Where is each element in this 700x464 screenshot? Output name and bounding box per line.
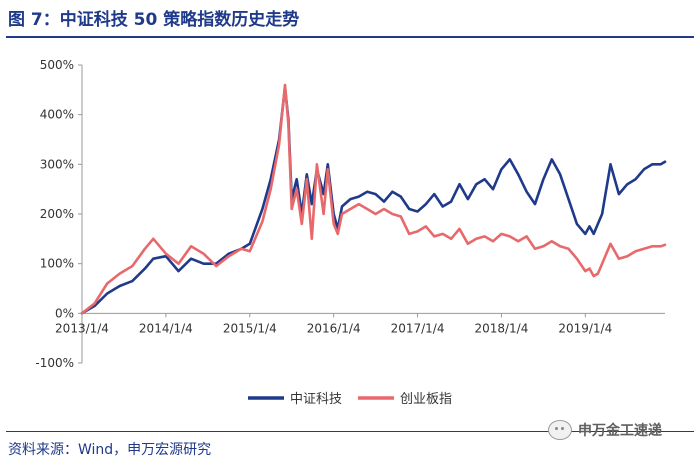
x-tick-label: 2013/1/4: [55, 321, 109, 335]
series-line-1: [80, 86, 667, 315]
footer-divider: [6, 431, 694, 432]
chart-axes: 500% 400% 300% 200% 100% 0% -100% 2013/1/4 2014/…: [35, 58, 665, 370]
y-tick-label: 0%: [55, 306, 74, 320]
watermark: 申万金工速递: [548, 420, 662, 440]
y-tick-label: 500%: [40, 58, 74, 72]
legend-label-1: 中证科技: [290, 392, 342, 407]
wechat-icon: [548, 420, 572, 440]
series-line-2: [80, 83, 667, 315]
y-tick-label: 300%: [40, 157, 74, 171]
x-tick-label: 2018/1/4: [474, 321, 528, 335]
y-tick-label: 100%: [40, 257, 74, 271]
chart-title: 图 7：中证科技 50 策略指数历史走势: [8, 10, 300, 30]
title-divider: [6, 36, 694, 38]
y-tick-label: -100%: [35, 356, 74, 370]
source-note: 资料来源：Wind，申万宏源研究: [8, 442, 212, 458]
x-tick-label: 2015/1/4: [223, 321, 277, 335]
x-tick-label: 2014/1/4: [139, 321, 193, 335]
x-tick-label: 2017/1/4: [391, 321, 445, 335]
chart-legend: 中证科技 创业板指: [248, 392, 452, 407]
y-tick-label: 200%: [40, 207, 74, 221]
x-tick-label: 2016/1/4: [307, 321, 361, 335]
chart-series: [80, 83, 667, 315]
legend-label-2: 创业板指: [400, 392, 452, 407]
x-tick-label: 2019/1/4: [558, 321, 612, 335]
y-tick-label: 400%: [40, 108, 74, 122]
watermark-label: 申万金工速递: [578, 423, 662, 439]
